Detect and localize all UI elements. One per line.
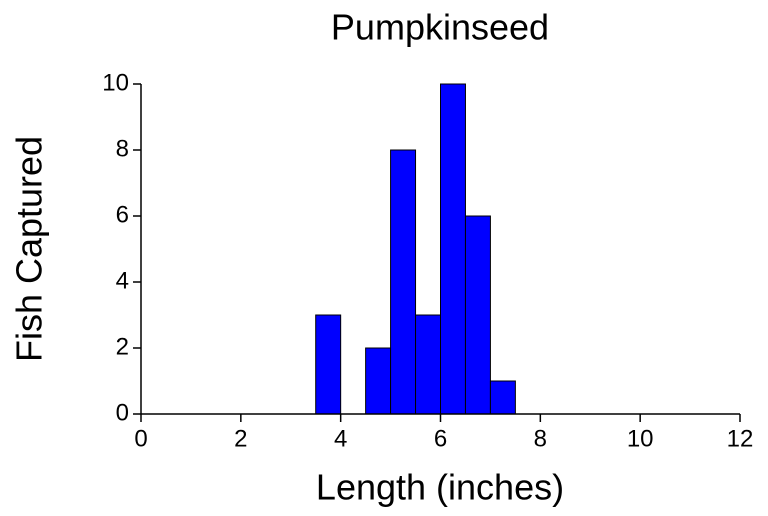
y-tick-label: 10 (102, 69, 129, 96)
bar (365, 347, 392, 415)
y-tick-label: 8 (116, 135, 129, 162)
y-tick-label: 2 (116, 333, 129, 360)
bar (315, 314, 342, 415)
y-tick-label: 4 (116, 267, 129, 294)
x-tick-label: 2 (234, 425, 247, 452)
y-axis-label: Fish Captured (9, 136, 50, 362)
chart-title: Pumpkinseed (331, 7, 549, 48)
x-axis-label: Length (inches) (316, 467, 564, 508)
bar (415, 314, 441, 415)
x-tick-label: 8 (534, 425, 547, 452)
x-tick-label: 10 (627, 425, 654, 452)
y-tick-label: 0 (116, 399, 129, 426)
bar (390, 149, 417, 415)
x-tick-label: 12 (727, 425, 754, 452)
bar (440, 83, 466, 415)
bar (464, 215, 491, 415)
x-tick-label: 4 (334, 425, 347, 452)
x-tick-label: 6 (434, 425, 447, 452)
x-tick-label: 0 (134, 425, 147, 452)
y-tick-label: 6 (116, 201, 129, 228)
bar (489, 380, 516, 415)
